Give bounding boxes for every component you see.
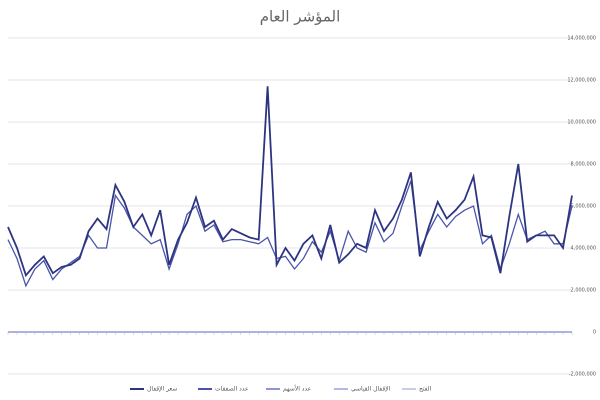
legend-label: سعر الإقفال (147, 386, 177, 393)
series-line (7, 180, 573, 288)
y-tick-label: 14,000,000 (567, 36, 596, 42)
y-tick-label: 6,000,000 (571, 204, 596, 210)
legend-label: الإقفال القياسي (351, 386, 391, 393)
y-tick-label: 0 (593, 330, 596, 336)
y-tick-label: 8,000,000 (571, 162, 596, 168)
series-line (7, 86, 573, 278)
chart-title: المؤشر العام (260, 8, 341, 26)
y-tick-label: -2,000,000 (569, 372, 596, 378)
y-tick-label: 12,000,000 (567, 78, 596, 84)
legend-label: الفتح (419, 386, 432, 393)
legend: سعر الإقفال عدد الصفقات عدد الأسهم الإقفال … (130, 385, 432, 393)
y-tick-label: 4,000,000 (571, 246, 596, 252)
y-tick-label: 10,000,000 (567, 120, 596, 126)
legend-label: عدد الصفقات (215, 386, 249, 393)
legend-label: عدد الأسهم (283, 385, 311, 393)
y-tick-label: 2,000,000 (571, 288, 596, 294)
